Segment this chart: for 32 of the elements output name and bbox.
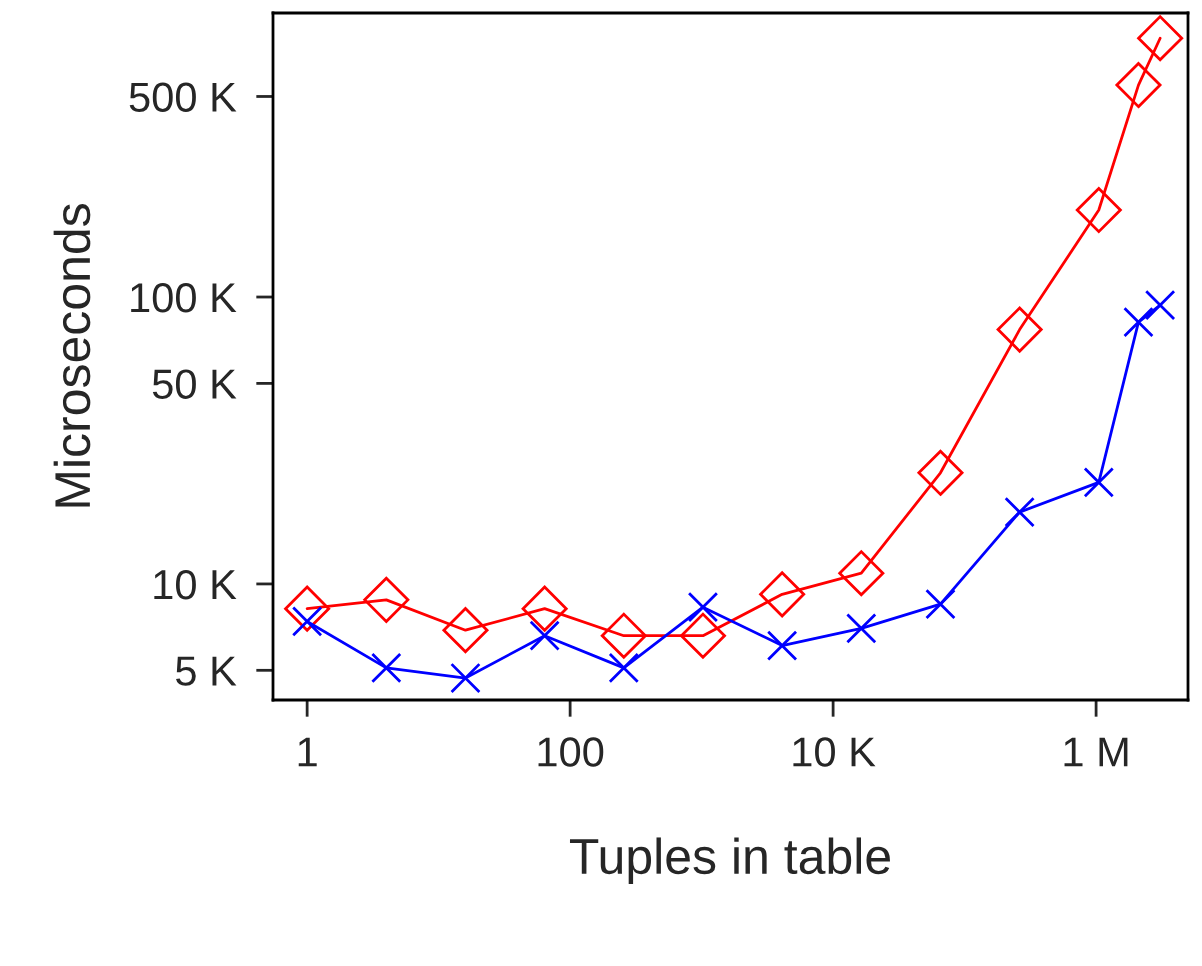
point	[529, 620, 560, 651]
point	[1075, 187, 1122, 234]
x-tick-label: 1	[298, 737, 317, 767]
y-tick-label: 500 K	[129, 82, 237, 112]
point	[925, 588, 956, 620]
point	[759, 571, 806, 618]
x-tick-label: 100	[538, 737, 604, 767]
point	[371, 652, 402, 684]
point	[838, 550, 885, 597]
point	[679, 612, 726, 659]
point	[846, 613, 877, 644]
x-tick-label: 10 K	[793, 737, 876, 767]
x-axis-title: Tuples in table	[569, 837, 890, 885]
y-tick-label: 5 K	[176, 656, 237, 686]
y-tick-label: 100 K	[131, 283, 237, 313]
point	[442, 607, 489, 654]
point	[450, 662, 481, 694]
x-tick-label: 1 M	[1064, 737, 1128, 767]
point	[687, 591, 719, 623]
point	[363, 576, 410, 623]
point	[521, 585, 568, 632]
y-tick-label: 10 K	[154, 569, 237, 600]
y-tick-label: 50 K	[152, 369, 237, 399]
point	[996, 306, 1043, 353]
point	[284, 585, 331, 632]
point	[766, 630, 798, 661]
point	[1004, 496, 1035, 528]
point	[600, 612, 647, 659]
point	[917, 449, 964, 496]
point	[608, 652, 640, 684]
point	[1083, 467, 1115, 498]
y-axis-title: Microseconds	[53, 204, 91, 507]
